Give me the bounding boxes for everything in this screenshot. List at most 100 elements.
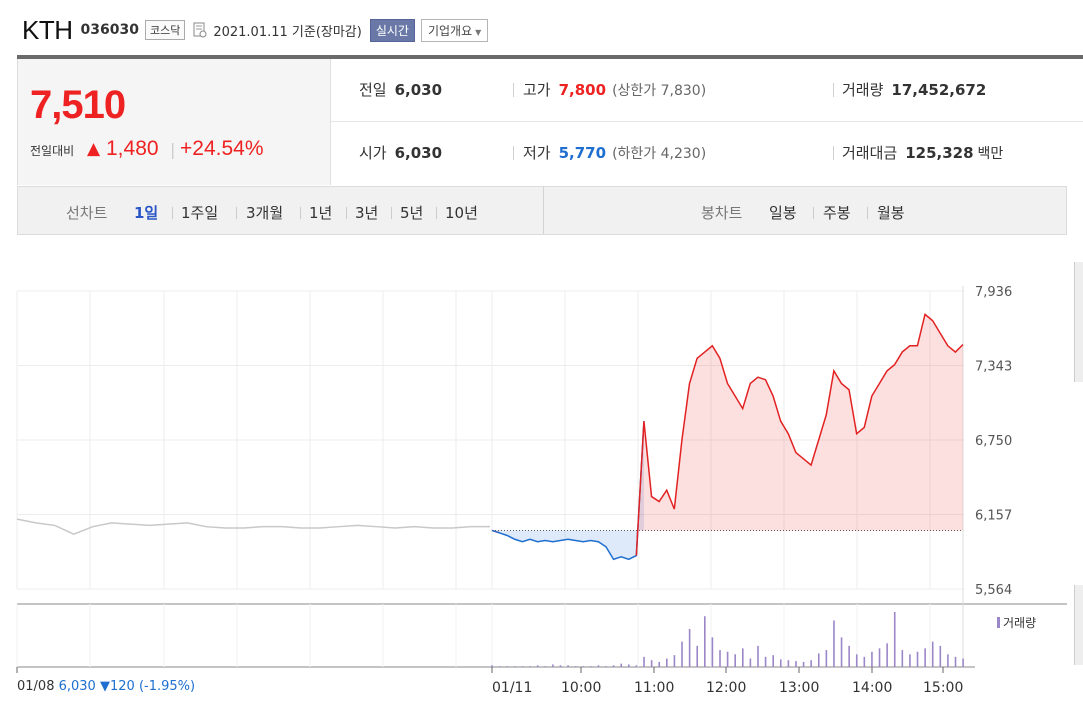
x-tick-label: 13:00 [779,680,819,696]
chart-grid [16,286,1067,668]
chevron-down-icon: ▼ [475,27,482,37]
x-tick-label: 01/11 [492,680,532,696]
stat-separator [513,83,514,97]
stat-separator [833,83,834,97]
volume-bar [704,616,706,667]
volume-bar [779,659,782,667]
chart-series [16,313,964,561]
stats-row-2: 시가 6,030 저가 5,770 (하한가 4,230) 거래대금 125,328 백만 [331,122,1083,185]
volume-bar [825,650,828,667]
trade-amount: 거래대금 125,328 백만 [842,142,1003,163]
volume-bar [491,665,493,667]
down-triangle-icon: ▼ [99,679,110,694]
top-divider [17,55,1083,59]
volume-bar [855,654,858,667]
prev-day-date: 01/08 [17,679,55,694]
tab-1year[interactable]: 1년 [309,204,333,222]
corp-overview-dropdown[interactable]: 기업개요 ▼ [420,18,489,42]
prev-close: 전일 6,030 [359,79,442,100]
tab-1week[interactable]: 1주일 [181,204,219,222]
tab-1day[interactable]: 1일 [134,204,159,222]
volume-bar [893,612,896,667]
down-line [491,421,645,561]
volume-bar [848,645,850,667]
prev-day-change: 120 [109,679,135,694]
tab-3month[interactable]: 3개월 [246,204,284,222]
tab-separator [391,207,392,219]
down-area [492,421,644,560]
open-value: 6,030 [394,144,443,162]
y-tick-label: 7,343 [975,360,1012,375]
volume-value: 17,452,672 [891,81,987,99]
volume-bar [605,666,607,667]
diff-separator: | [170,140,176,159]
volume-bar [514,666,516,667]
document-icon [193,22,207,38]
tab-separator [300,207,301,219]
volume-bar [536,665,539,667]
high-price: 고가 7,800 (상한가 7,830) [523,79,706,100]
volume-bar [833,620,835,667]
volume-bar [612,665,615,667]
tab-separator [436,207,437,219]
volume-label: 거래량 [842,81,884,99]
volume-bars [491,612,964,667]
y-tick-label: 6,157 [975,509,1012,524]
tab-separator [867,207,868,219]
high-value: 7,800 [558,81,607,99]
y-axis-labels: 7,936 7,343 6,750 6,157 5,564 [975,285,1012,598]
volume-bar [552,664,554,667]
tab-separator [346,207,347,219]
tab-5year[interactable]: 5년 [400,204,424,222]
volume-bar [673,655,676,667]
current-price: 7,510 [30,83,126,127]
volume-bar [931,641,934,667]
prev-day-price: 6,030 [58,679,96,694]
up-triangle-icon: ▲ [87,139,101,159]
diff-label: 전일대비 [30,144,75,158]
tab-daily-candle[interactable]: 일봉 [769,204,797,222]
volume-bar [939,645,942,667]
x-tick-label: 11:00 [634,680,674,696]
side-scroll-strip[interactable] [1074,585,1083,665]
volume-bar [506,666,509,667]
tab-weekly-candle[interactable]: 주봉 [823,204,851,222]
volume-bar [574,666,577,667]
corp-overview-label: 기업개요 [427,23,473,38]
volume-bar [658,661,661,667]
volume-bar [590,666,592,667]
volume-bar [567,665,569,667]
amount-label: 거래대금 [842,144,898,162]
tab-monthly-candle[interactable]: 월봉 [877,204,905,222]
y-tick-label: 5,564 [975,583,1012,598]
volume-bar [871,651,873,667]
volume-bar [741,648,744,667]
realtime-button[interactable]: 실시간 [369,18,415,42]
open-label: 시가 [359,144,387,162]
tab-10year[interactable]: 10년 [445,204,478,222]
tab-separator [813,207,814,219]
volume-bar [817,653,820,667]
diff-percent: +24.54% [180,137,264,160]
x-tick-label: 12:00 [706,680,746,696]
volume-bar [666,658,668,667]
tab-3year[interactable]: 3년 [355,204,379,222]
stock-name: KTH [22,14,73,45]
stock-code: 036030 [80,22,139,38]
tab-group-divider [543,187,544,234]
line-chart-label: 선차트 [66,204,108,222]
market-badge: 코스닥 [144,20,186,40]
volume-bar [582,666,585,667]
volume-bar [757,645,759,667]
up-area [636,314,963,556]
volume-bar [916,651,919,667]
upper-limit: (상한가 7,830) [612,83,707,99]
volume: 거래량 17,452,672 [842,79,986,100]
volume-bar [711,637,714,667]
volume-bar [886,643,888,667]
up-line [635,313,964,556]
x-axis-labels: 01/11 10:00 11:00 12:00 13:00 14:00 15:00 [16,667,963,696]
side-scroll-strip[interactable] [1074,262,1083,382]
volume-bar [924,648,926,667]
